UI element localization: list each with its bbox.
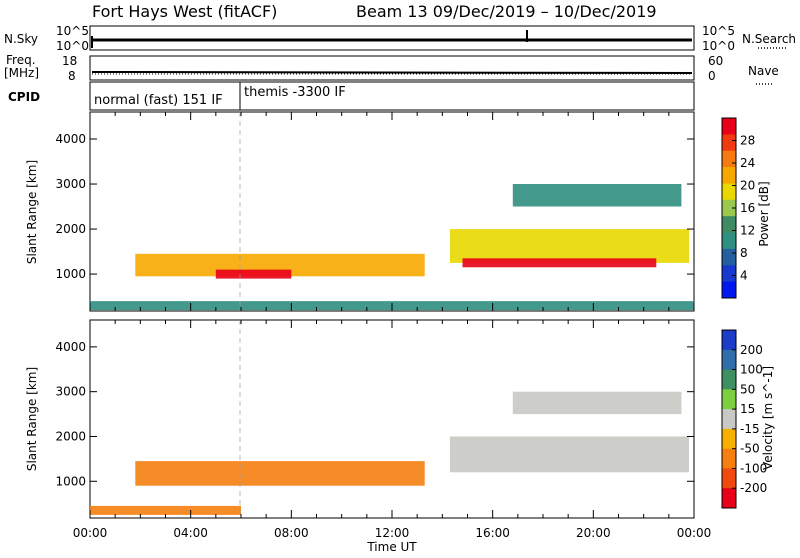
cpid-label: CPID — [8, 90, 40, 104]
nsky-panel — [89, 25, 695, 51]
power-echo-band-3 — [462, 258, 657, 268]
y-tick-label-2000: 2000 — [55, 222, 86, 236]
power-cbar-seg-9 — [722, 265, 736, 283]
power-cbar-seg-8 — [722, 248, 736, 266]
power-echo-band-0 — [135, 253, 425, 277]
freq-top: 18 — [62, 54, 77, 68]
velocity-cbar-seg-8 — [722, 488, 736, 509]
velocity-cbar-seg-7 — [722, 468, 736, 489]
power-panel-frame — [89, 111, 695, 312]
nave-bottom: 0 — [708, 69, 716, 83]
power-cbar-label-0: 28 — [740, 134, 755, 148]
power-cbar-seg-2 — [722, 150, 736, 168]
x-tick-labels: 00:00 04:00 08:00 12:00 16:00 20:00 00:00 — [73, 526, 712, 540]
freq-panel — [89, 55, 695, 81]
x-tick-label-2: 08:00 — [274, 526, 309, 540]
power-echo-band-2 — [449, 229, 689, 263]
power-cbar-label-4: 12 — [740, 224, 755, 238]
vel-echo-band-2 — [512, 391, 682, 415]
velocity-cbar-seg-2 — [722, 369, 736, 390]
y-tick-label-3000: 3000 — [55, 385, 86, 399]
y-tick-label-4000: 4000 — [55, 132, 86, 146]
power-echo-band-1 — [215, 269, 292, 279]
vel-echo-band-0 — [135, 461, 425, 486]
power-y-axis: 1000 2000 3000 4000 — [55, 132, 694, 281]
velocity-cbar-label: Velocity [m s^-1] — [761, 366, 775, 470]
nave-top: 60 — [708, 54, 723, 68]
x-tick-label-0: 00:00 — [73, 526, 108, 540]
power-cbar-label-3: 16 — [740, 201, 755, 215]
velocity-cbar-label-1: 100 — [740, 363, 763, 377]
cpid-panel — [89, 81, 695, 111]
x-tick-label-6: 00:00 — [677, 526, 712, 540]
velocity-cbar-label-5: -50 — [740, 442, 760, 456]
power-cbar-label-2: 20 — [740, 179, 755, 193]
nave-label: Nave — [748, 64, 779, 78]
velocity-cbar-seg-3 — [722, 389, 736, 410]
power-cbar-seg-1 — [722, 134, 736, 152]
x-tick-label-4: 16:00 — [475, 526, 510, 540]
power-cbar-seg-6 — [722, 216, 736, 234]
velocity-cbar-label-7: -200 — [740, 481, 767, 495]
cpid-mode-normal: normal (fast) 151 IF — [94, 93, 223, 108]
x-axis-label: Time UT — [366, 540, 417, 554]
power-cbar-seg-4 — [722, 183, 736, 201]
y-tick-label-1000: 1000 — [55, 474, 86, 488]
power-ylabel: Slant Range [km] — [25, 160, 39, 264]
freq-label-1: Freq. — [6, 53, 36, 67]
velocity-cbar-seg-5 — [722, 428, 736, 450]
power-cbar-seg-0 — [722, 118, 736, 135]
freq-bottom: 8 — [68, 69, 76, 83]
nsearch-label: N.Search — [742, 32, 796, 46]
y-tick-label-3000: 3000 — [55, 177, 86, 191]
power-cbar-seg-10 — [722, 281, 736, 299]
nsky-top: 10^5 — [56, 24, 89, 38]
freq-label-2: [MHz] — [4, 66, 39, 80]
power-cbar-seg-7 — [722, 232, 736, 250]
velocity-colorbar: 200 100 50 15 -15 -50 -100 -200 — [721, 329, 767, 509]
velocity-cbar-label-2: 50 — [740, 382, 755, 396]
velocity-cbar-frame — [721, 329, 737, 509]
freq-trace — [91, 71, 693, 74]
velocity-x-ticks — [89, 320, 695, 518]
velocity-cbar-seg-1 — [722, 349, 736, 371]
vel-echo-band-1 — [449, 436, 689, 473]
velocity-echo-layer — [90, 391, 689, 515]
velocity-cbar-label-6: -100 — [740, 461, 767, 475]
cpid-mode-themis: themis -3300 IF — [244, 85, 346, 100]
velocity-cbar-label-3: 15 — [740, 402, 755, 416]
power-echo-band-4 — [512, 184, 682, 207]
velocity-panel-frame — [89, 319, 695, 519]
power-x-ticks — [89, 112, 695, 311]
x-tick-label-5: 20:00 — [576, 526, 611, 540]
x-tick-label-1: 04:00 — [173, 526, 208, 540]
x-tick-label-3: 12:00 — [375, 526, 410, 540]
velocity-y-axis: 1000 2000 3000 4000 — [55, 340, 694, 488]
vel-echo-band-3 — [90, 505, 241, 515]
power-cbar-label-5: 8 — [740, 246, 748, 260]
velocity-cbar-seg-6 — [722, 448, 736, 469]
power-cbar-label-1: 24 — [740, 156, 755, 170]
velocity-ylabel: Slant Range [km] — [25, 367, 39, 471]
velocity-cbar-seg-4 — [722, 409, 736, 430]
velocity-cbar-label-4: -15 — [740, 422, 760, 436]
nsky-label: N.Sky — [4, 32, 38, 46]
velocity-cbar-label-0: 200 — [740, 343, 763, 357]
y-tick-label-2000: 2000 — [55, 429, 86, 443]
beam-date-title: Beam 13 09/Dec/2019 – 10/Dec/2019 — [356, 2, 657, 21]
power-cbar-label: Power [dB] — [757, 181, 771, 246]
velocity-cbar-seg-0 — [722, 330, 736, 351]
power-cbar-seg-5 — [722, 199, 736, 217]
nsearch-top: 10^5 — [702, 24, 735, 38]
y-tick-label-4000: 4000 — [55, 340, 86, 354]
station-title: Fort Hays West (fitACF) — [92, 2, 277, 21]
nsearch-bottom: 10^0 — [702, 39, 735, 53]
power-cbar-seg-3 — [722, 167, 736, 184]
nsky-bottom: 10^0 — [56, 39, 89, 53]
power-cbar-label-6: 4 — [740, 269, 748, 283]
power-colorbar: 28 24 20 16 12 8 4 — [721, 117, 755, 299]
y-tick-label-1000: 1000 — [55, 267, 86, 281]
